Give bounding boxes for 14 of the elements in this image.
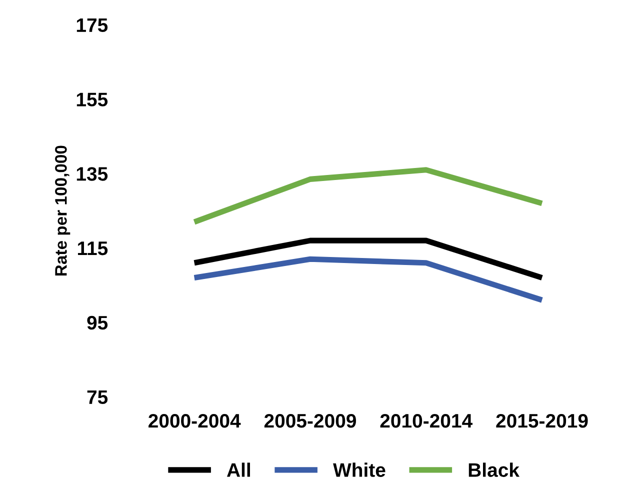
y-tick-label: 175 (76, 18, 108, 32)
legend-label: Black (468, 462, 520, 477)
y-tick-label: 135 (76, 167, 108, 181)
y-tick-label: 75 (87, 390, 108, 404)
y-tick-label: 155 (76, 92, 108, 106)
x-tick-label: 2005-2009 (264, 414, 356, 428)
x-tick-label: 2000-2004 (148, 414, 241, 428)
y-tick-label: 115 (78, 242, 108, 256)
x-tick-label: 2015-2019 (496, 414, 588, 428)
x-tick-label: 2010-2014 (380, 414, 472, 428)
legend-label: All (226, 462, 250, 477)
y-axis-title: Rate per 100,000 (55, 146, 70, 276)
legend-label: White (333, 462, 386, 477)
y-tick-label: 95 (87, 316, 108, 330)
